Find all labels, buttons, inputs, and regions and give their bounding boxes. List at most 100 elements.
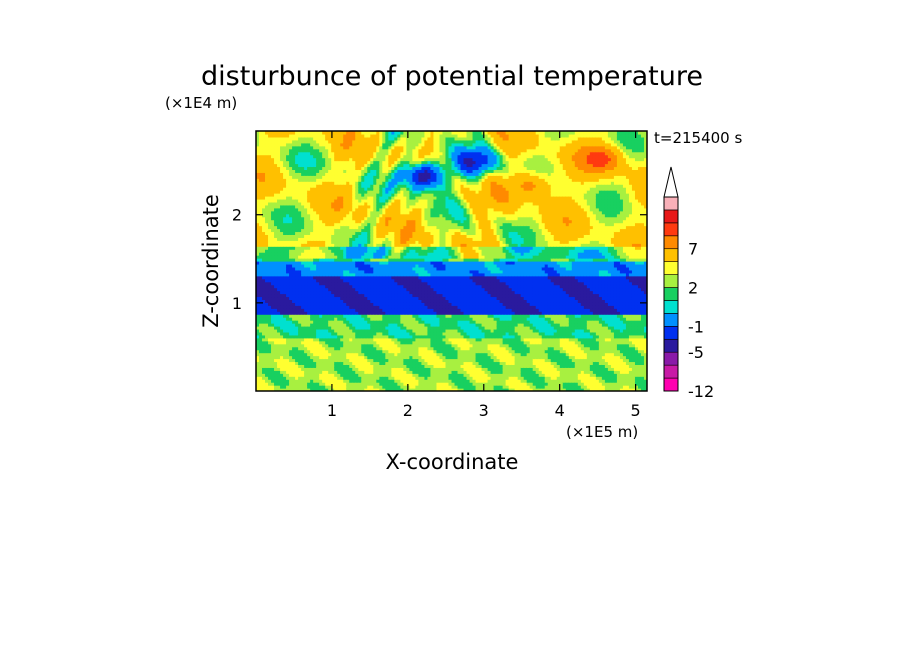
heatmap-cell [277,328,281,333]
heatmap-cell [280,337,284,342]
heatmap-cell [283,358,287,363]
heatmap-cell [277,187,281,191]
heatmap-cell [313,355,317,360]
heatmap-cell [307,243,311,247]
heatmap-cell [259,317,263,321]
heatmap-cell [289,275,293,280]
heatmap-cell [283,367,287,371]
heatmap-cell [313,352,317,357]
heatmap-cell [295,136,299,141]
heatmap-cell [268,240,272,244]
heatmap-cell [295,142,299,147]
heatmap-cell [307,269,311,274]
heatmap-cell [283,258,287,262]
heatmap-cell [304,190,308,194]
heatmap-cell [262,326,266,330]
heatmap-cell [283,207,287,212]
heatmap-cell [295,290,299,295]
heatmap-cell [292,255,296,259]
heatmap-cell [283,302,287,306]
heatmap-cell [307,328,311,333]
heatmap-cell [307,275,311,280]
heatmap-cell [292,302,296,306]
heatmap-cell [271,216,275,221]
heatmap-cell [256,252,260,256]
heatmap-cell [298,133,302,138]
heatmap-cell [271,388,275,391]
heatmap-cell [277,361,281,365]
heatmap-cell [274,184,278,188]
heatmap-cell [295,349,299,354]
heatmap-cell [265,204,269,209]
heatmap-cell [271,237,275,241]
heatmap-cell [280,258,284,262]
heatmap-cell [280,346,284,351]
heatmap-cell [292,252,296,256]
heatmap-cell [283,278,287,283]
heatmap-cell [304,349,308,354]
heatmap-cell [286,379,290,383]
heatmap-cell [310,269,314,274]
heatmap-cell [262,249,266,253]
heatmap-cell [292,278,296,283]
heatmap-cell [259,178,263,182]
heatmap-field [256,131,647,391]
heatmap-cell [262,272,266,277]
heatmap-cell [295,308,299,312]
heatmap-cell [310,328,314,333]
heatmap-cell [295,187,299,191]
heatmap-cell [277,175,281,179]
heatmap-cell [304,193,308,197]
heatmap-cell [295,376,299,380]
heatmap-cell [283,252,287,256]
heatmap-cell [301,234,305,238]
heatmap-cell [277,151,281,156]
heatmap-cell [271,272,275,277]
heatmap-cell [271,275,275,280]
heatmap-cell [298,293,302,298]
heatmap-cell [292,346,296,351]
heatmap-cell [295,231,299,235]
heatmap-cell [295,314,299,318]
heatmap-cell [310,284,314,289]
heatmap-cell [304,255,308,259]
heatmap-cell [271,314,275,318]
heatmap-cell [262,219,266,224]
heatmap-cell [301,151,305,156]
heatmap-cell [292,275,296,280]
heatmap-cell [301,240,305,244]
heatmap-cell [298,326,302,330]
heatmap-cell [256,355,260,360]
heatmap-cell [292,340,296,345]
heatmap-cell [268,237,272,241]
heatmap-cell [313,201,317,206]
heatmap-cell [268,246,272,250]
heatmap-cell [292,181,296,185]
heatmap-cell [298,249,302,253]
heatmap-cell [280,204,284,209]
heatmap-cell [313,299,317,303]
heatmap-cell [262,334,266,339]
heatmap-cell [313,305,317,309]
heatmap-cell [265,246,269,250]
heatmap-cell [268,255,272,259]
heatmap-cell [286,166,290,170]
heatmap-cell [310,225,314,230]
heatmap-cell [265,317,269,321]
heatmap-cell [256,133,260,138]
heatmap-cell [274,370,278,374]
heatmap-cell [289,328,293,333]
heatmap-cell [295,326,299,330]
heatmap-cell [310,317,314,321]
heatmap-cell [256,196,260,200]
heatmap-cell [283,142,287,147]
heatmap-cell [277,204,281,209]
heatmap-cell [271,287,275,292]
heatmap-cell [283,373,287,377]
heatmap-cell [292,296,296,300]
heatmap-cell [304,249,308,253]
heatmap-cell [292,272,296,277]
heatmap-cell [277,213,281,218]
heatmap-cell [298,352,302,357]
heatmap-cell [307,252,311,256]
